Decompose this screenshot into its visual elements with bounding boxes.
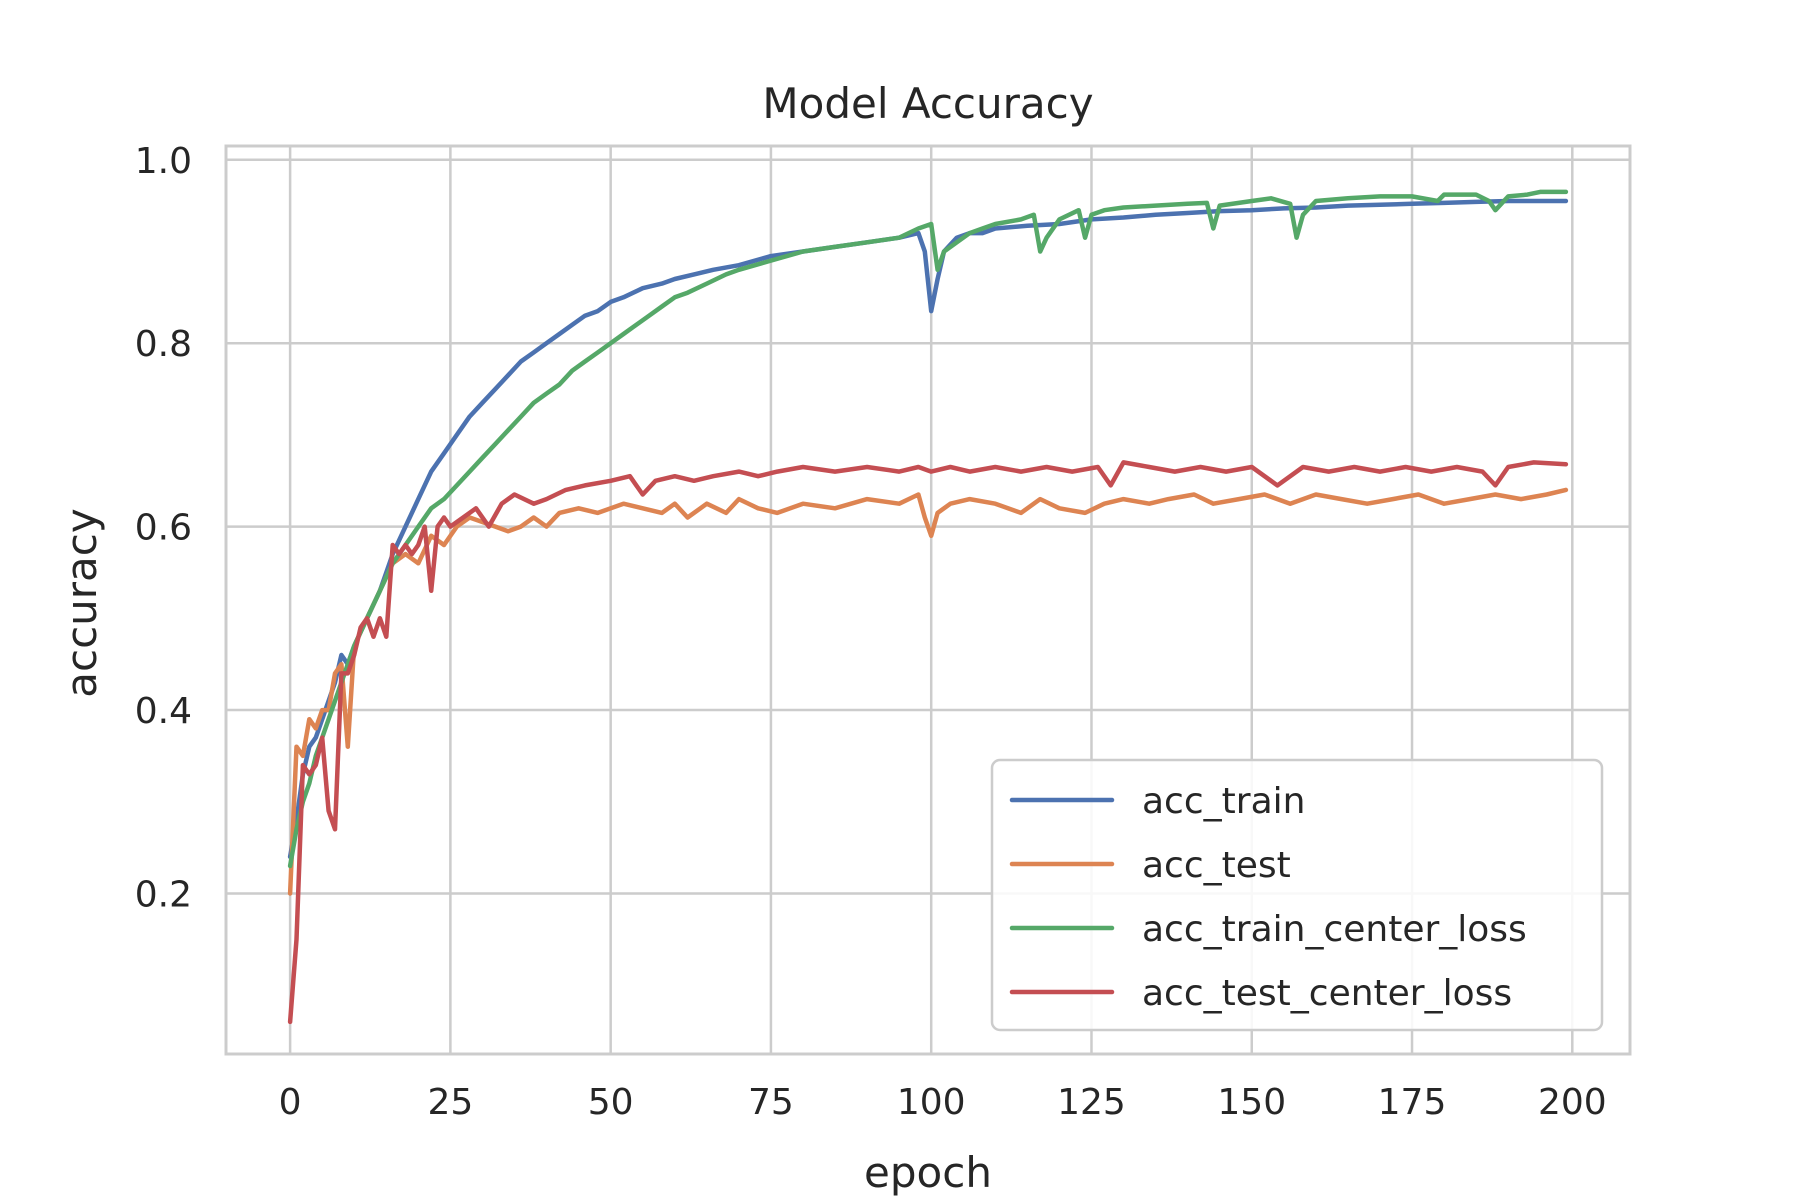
series-line-acc-test-center-loss xyxy=(287,460,1569,1025)
x-tick-label: 0 xyxy=(279,1082,302,1123)
legend-label: acc_test_center_loss xyxy=(1142,973,1512,1014)
x-tick-label: 125 xyxy=(1057,1082,1126,1123)
x-tick-label: 25 xyxy=(427,1082,473,1123)
x-tick-label: 50 xyxy=(588,1082,634,1123)
legend-label: acc_train_center_loss xyxy=(1142,909,1527,950)
x-tick-label: 100 xyxy=(897,1082,966,1123)
x-tick-label: 175 xyxy=(1378,1082,1447,1123)
y-tick-label: 1.0 xyxy=(135,141,192,182)
y-tick-label: 0.8 xyxy=(135,324,192,365)
x-tick-label: 200 xyxy=(1538,1082,1607,1123)
x-tick-labels: 0 25 50 75 100 125 150 175 200 xyxy=(279,1082,1607,1123)
x-tick-label: 150 xyxy=(1217,1082,1286,1123)
legend-box xyxy=(990,758,1604,1032)
x-axis-title: epoch xyxy=(864,1148,992,1197)
x-tick-label: 75 xyxy=(748,1082,794,1123)
legend-label: acc_train xyxy=(1142,781,1305,822)
series-line-acc-train-center-loss xyxy=(287,189,1569,869)
y-tick-labels: 0.2 0.4 0.6 0.8 1.0 xyxy=(135,141,192,916)
plot-frame xyxy=(224,144,1632,1056)
legend: acc_train acc_test acc_train_center_lossac… xyxy=(990,758,1604,1032)
y-tick-label: 0.2 xyxy=(135,874,192,915)
chart-title: Model Accuracy xyxy=(762,79,1093,128)
y-tick-label: 0.4 xyxy=(135,691,192,732)
y-axis-title: accuracy xyxy=(57,508,106,698)
legend-label: acc_test xyxy=(1142,845,1291,886)
series-layer xyxy=(287,189,1569,1025)
y-tick-label: 0.6 xyxy=(135,508,192,549)
